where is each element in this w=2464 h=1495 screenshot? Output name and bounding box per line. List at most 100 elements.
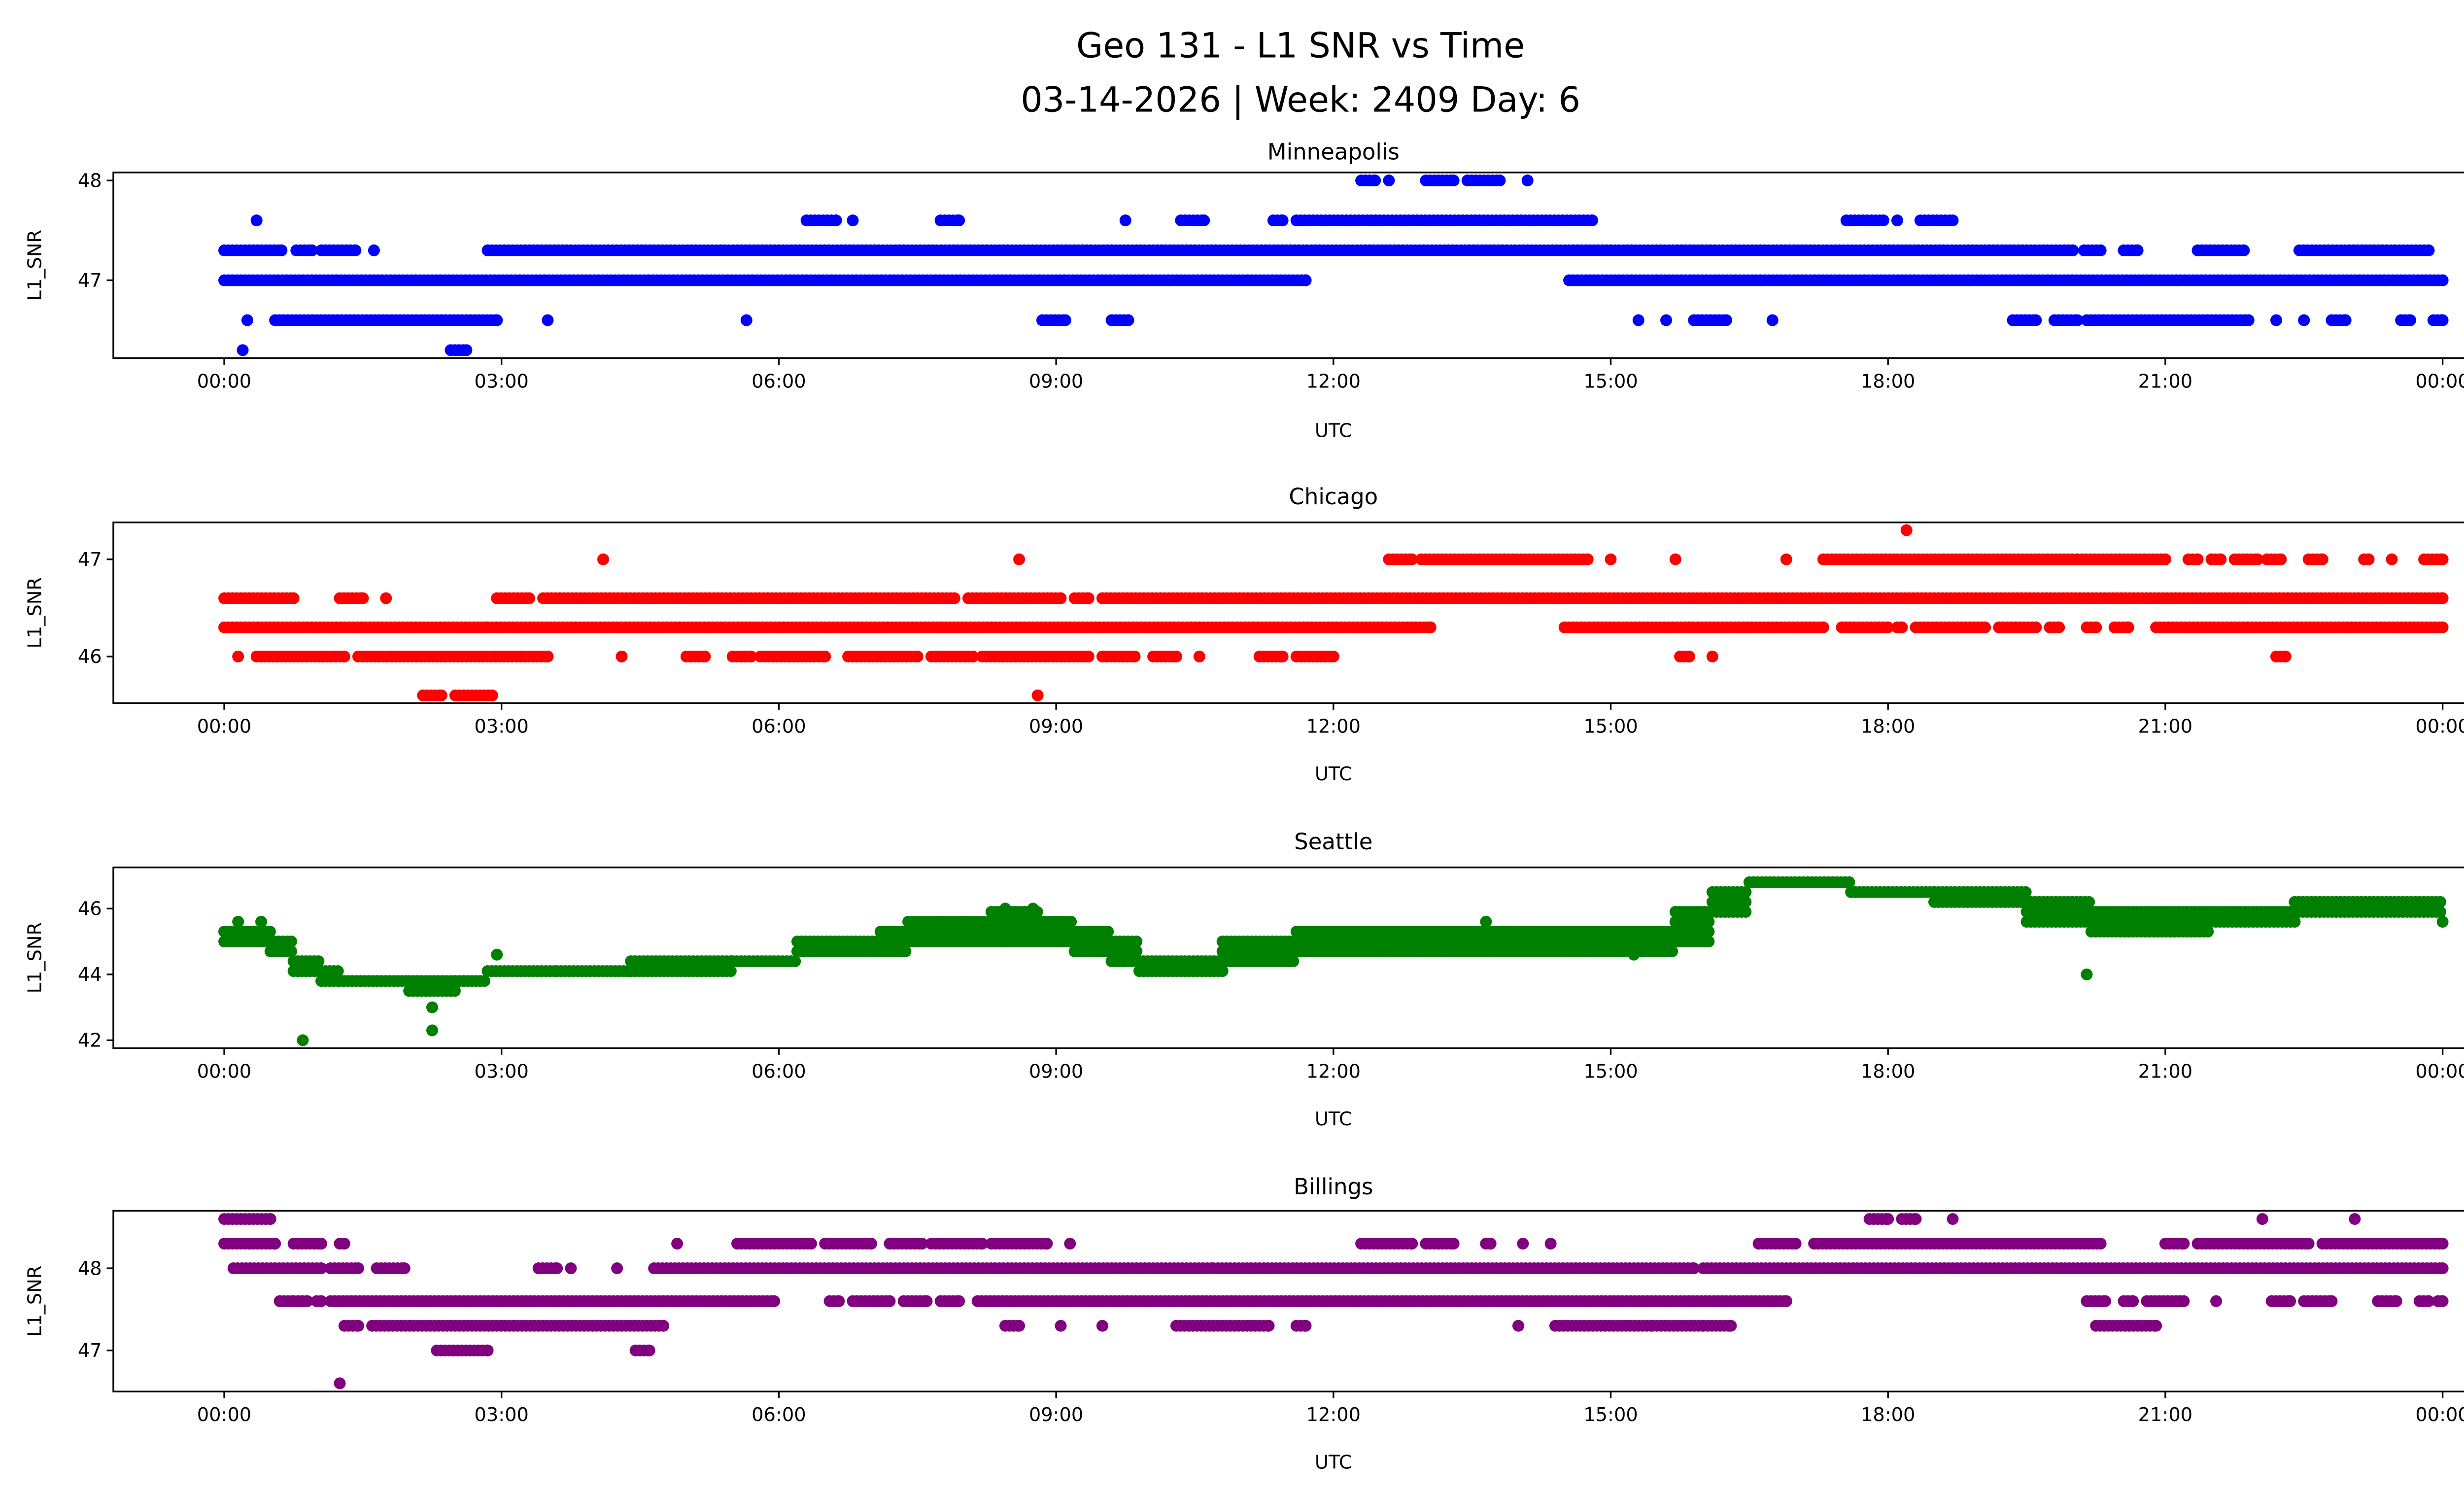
data-point [2242,314,2255,326]
data-point [1082,650,1095,662]
x-tick-label: 00:00 [197,371,251,393]
data-point [2436,314,2449,326]
data-point [1843,876,1855,888]
data-point [1031,689,1044,701]
y-tick-label: 47 [78,270,102,292]
data-point [1688,1262,1700,1275]
outlier-point [426,1001,439,1013]
data-point [2202,926,2214,938]
data-point [1300,274,1312,286]
data-points [218,876,2449,1046]
data-point [2159,553,2171,565]
data-point [1706,650,1718,662]
data-point [1882,1213,1894,1225]
data-point [380,592,392,604]
data-point [740,314,753,326]
data-point [1896,621,1908,633]
y-tick-label: 46 [78,898,102,920]
x-tick-label: 09:00 [1029,715,1083,737]
data-point [448,985,461,997]
data-point [1817,621,1829,633]
data-point [921,1295,933,1307]
data-point [1424,621,1437,633]
outlier-point [1027,903,1039,915]
data-points [218,174,2449,356]
data-point [805,1238,818,1250]
data-point [789,955,801,968]
data-point [306,244,318,256]
data-point [953,214,965,227]
y-tick-label: 46 [78,646,102,668]
data-point [357,592,369,604]
data-point [275,244,288,256]
data-point [616,650,628,662]
data-point [1216,965,1229,977]
x-axis-label: UTC [1315,1108,1352,1130]
data-point [671,1238,684,1250]
data-point [2434,896,2446,908]
data-point [948,592,960,604]
axis-ticks: 00:00 03:00 06:00 09:00 12:00 15:00 18:00 21:00… [78,170,2464,392]
data-point [1102,926,1114,938]
data-point [1780,553,1792,565]
data-point [1276,214,1289,227]
data-point [1740,886,1752,898]
data-point [2090,621,2102,633]
data-point [884,1295,896,1307]
data-point [1041,1238,1053,1250]
x-tick-label: 03:00 [475,1060,529,1082]
subplot-minneapolis: Minneapolis UTC L1_SNR 00:00 03:00 06:00 09… [24,139,2464,442]
data-point [523,592,535,604]
x-tick-label: 06:00 [752,1060,806,1082]
outlier-point [999,903,1011,915]
x-axis-label: UTC [1315,763,1352,785]
data-point [2423,244,2435,256]
data-point [565,1262,577,1275]
data-point [2094,244,2107,256]
data-point [2316,553,2328,565]
subplot-title: Billings [1294,1174,1373,1200]
data-point [911,650,924,662]
data-point [2083,896,2095,908]
data-point [1406,1238,1418,1250]
data-point [1947,1213,1959,1225]
data-point [1789,1238,1802,1250]
data-point [2178,1238,2190,1250]
data-point [338,1238,350,1250]
data-point [2302,1238,2315,1250]
data-point [285,945,297,958]
subplot-title: Chicago [1289,484,1378,510]
y-tick-label: 47 [78,549,102,571]
data-point [2256,1213,2268,1225]
data-point [1327,650,1339,662]
data-point [2386,553,2398,565]
data-point [953,1295,965,1307]
data-point [916,1238,928,1250]
outlier-point [1480,915,1492,928]
data-point [1586,214,1598,227]
x-tick-label: 09:00 [1029,1060,1083,1082]
x-tick-label: 03:00 [475,371,529,393]
x-tick-label: 12:00 [1306,715,1361,737]
data-point [1276,650,1289,662]
data-point [237,344,249,356]
outlier-point [1628,948,1640,961]
x-tick-label: 12:00 [1306,1060,1361,1082]
y-tick-label: 48 [78,170,102,192]
data-point [1369,174,1381,187]
figure-title-line1: Geo 131 - L1 SNR vs Time [1076,26,1525,66]
data-point [2436,1238,2449,1250]
data-point [2191,553,2204,565]
outlier-point [491,948,503,961]
data-point [2215,553,2227,565]
data-point [1666,945,1678,958]
subplot-title: Minneapolis [1267,139,1400,165]
data-point [976,1238,989,1250]
data-point [1193,650,1205,662]
axes-frame [112,867,2464,1049]
x-axis-label: UTC [1315,420,1352,442]
data-point [819,650,831,662]
x-tick-label: 00:00 [2415,1060,2464,1082]
data-point [2053,621,2065,633]
data-point [1703,936,1715,948]
